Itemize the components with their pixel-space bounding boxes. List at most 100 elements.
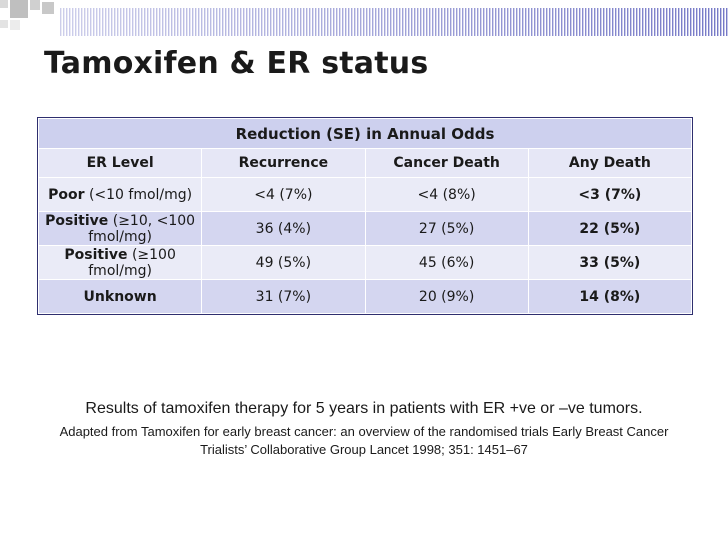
- stripe: [393, 8, 395, 36]
- stripe-pattern: [60, 8, 728, 36]
- source-citation: Adapted from Tamoxifen for early breast …: [59, 424, 669, 457]
- stripe: [255, 8, 257, 36]
- corner-square: [10, 20, 20, 30]
- stripe: [633, 8, 635, 36]
- stripe: [717, 8, 719, 36]
- stripe: [498, 8, 500, 36]
- stripe: [93, 8, 95, 36]
- stripe: [129, 8, 131, 36]
- stripe: [258, 8, 260, 36]
- stripe: [342, 8, 344, 36]
- stripe: [672, 8, 674, 36]
- stripe: [297, 8, 299, 36]
- stripe: [684, 8, 686, 36]
- stripe: [330, 8, 332, 36]
- page-title: Tamoxifen & ER status: [44, 46, 429, 81]
- stripe: [315, 8, 317, 36]
- stripe: [579, 8, 581, 36]
- stripe: [216, 8, 218, 36]
- stripe: [612, 8, 614, 36]
- stripe: [144, 8, 146, 36]
- er-level-cell: Positive (≥10, <100 fmol/mg): [37, 211, 203, 246]
- stripe: [60, 8, 62, 36]
- corner-square: [0, 0, 8, 8]
- stripe: [690, 8, 692, 36]
- stripe: [723, 8, 725, 36]
- table-super-header-row: Reduction (SE) in Annual Odds: [38, 118, 692, 149]
- stripe: [711, 8, 713, 36]
- stripe: [606, 8, 608, 36]
- stripe: [666, 8, 668, 36]
- stripe: [435, 8, 437, 36]
- stripe: [450, 8, 452, 36]
- stripe: [90, 8, 92, 36]
- stripe: [111, 8, 113, 36]
- stripe: [648, 8, 650, 36]
- stripe: [249, 8, 251, 36]
- er-level-name: Poor: [48, 186, 85, 203]
- stripe: [189, 8, 191, 36]
- stripe: [108, 8, 110, 36]
- col-header-any-death: Any Death: [527, 148, 693, 178]
- stripe: [537, 8, 539, 36]
- er-level-cell: Poor (<10 fmol/mg): [37, 177, 203, 212]
- stripe: [438, 8, 440, 36]
- stripe: [75, 8, 77, 36]
- stripe: [300, 8, 302, 36]
- stripe: [237, 8, 239, 36]
- stripe: [174, 8, 176, 36]
- stripe: [486, 8, 488, 36]
- cancer-death-cell: 45 (6%): [364, 245, 529, 280]
- stripe: [441, 8, 443, 36]
- stripe: [444, 8, 446, 36]
- stripe: [87, 8, 89, 36]
- stripe: [72, 8, 74, 36]
- stripe: [525, 8, 527, 36]
- stripe: [465, 8, 467, 36]
- col-header-er-level: ER Level: [37, 148, 203, 178]
- super-header: Reduction (SE) in Annual Odds: [38, 118, 692, 149]
- stripe: [243, 8, 245, 36]
- stripe: [192, 8, 194, 36]
- stripe: [552, 8, 554, 36]
- stripe: [531, 8, 533, 36]
- stripe: [261, 8, 263, 36]
- stripe: [294, 8, 296, 36]
- stripe: [318, 8, 320, 36]
- stripe: [660, 8, 662, 36]
- stripe: [213, 8, 215, 36]
- stripe: [396, 8, 398, 36]
- stripe: [627, 8, 629, 36]
- stripe: [135, 8, 137, 36]
- stripe: [624, 8, 626, 36]
- stripe: [615, 8, 617, 36]
- stripe: [675, 8, 677, 36]
- stripe: [222, 8, 224, 36]
- any-death-cell: 22 (5%): [527, 211, 693, 246]
- er-level-name: Unknown: [83, 288, 157, 305]
- table-row: Positive (≥10, <100 fmol/mg) 36 (4%) 27 …: [37, 211, 693, 246]
- stripe: [573, 8, 575, 36]
- stripe: [516, 8, 518, 36]
- stripe: [288, 8, 290, 36]
- stripe: [180, 8, 182, 36]
- stripe: [339, 8, 341, 36]
- stripe: [693, 8, 695, 36]
- stripe: [234, 8, 236, 36]
- stripe: [375, 8, 377, 36]
- stripe: [663, 8, 665, 36]
- stripe: [360, 8, 362, 36]
- stripe: [489, 8, 491, 36]
- stripe: [153, 8, 155, 36]
- stripe: [210, 8, 212, 36]
- stripe: [105, 8, 107, 36]
- stripe: [651, 8, 653, 36]
- stripe: [714, 8, 716, 36]
- recurrence-cell: <4 (7%): [201, 177, 366, 212]
- stripe: [519, 8, 521, 36]
- recurrence-cell: 49 (5%): [201, 245, 366, 280]
- stripe: [198, 8, 200, 36]
- stripe: [426, 8, 428, 36]
- stripe: [147, 8, 149, 36]
- stripe: [528, 8, 530, 36]
